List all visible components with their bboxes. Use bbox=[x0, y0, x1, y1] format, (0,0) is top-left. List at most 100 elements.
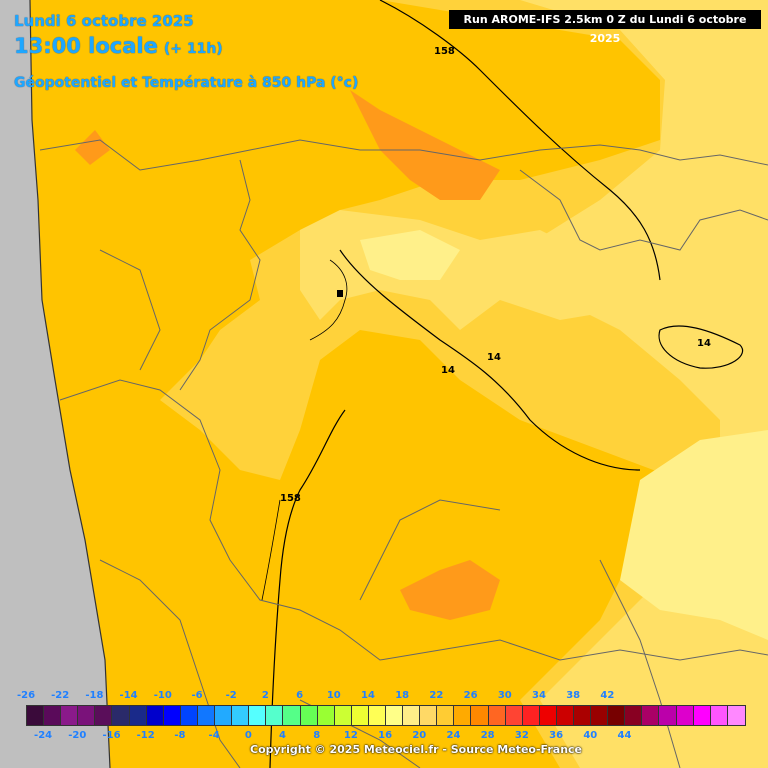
isotherm-14-right bbox=[658, 325, 744, 369]
scale-swatch bbox=[317, 706, 335, 725]
scale-tick-label: -26 bbox=[16, 690, 36, 701]
scale-tick-label: 0 bbox=[244, 730, 252, 741]
scale-swatch bbox=[283, 706, 301, 725]
scale-swatch bbox=[437, 706, 455, 725]
scale-tick-label: -10 bbox=[153, 690, 172, 701]
scale-tick-label: 24 bbox=[446, 730, 461, 741]
isotherm-label-right: 14 bbox=[697, 338, 711, 349]
copyright: Copyright © 2025 Meteociel.fr - Source M… bbox=[250, 743, 583, 756]
geopotential-label-top: 158 bbox=[434, 46, 455, 57]
scale-swatch bbox=[385, 706, 404, 725]
scale-swatch bbox=[574, 706, 592, 725]
geopotential-contour-bottom bbox=[269, 409, 346, 768]
scale-swatch bbox=[129, 706, 147, 725]
forecast-offset: (+ 11h) bbox=[163, 41, 223, 57]
scale-tick-label: -18 bbox=[85, 690, 104, 701]
scale-tick-label: -22 bbox=[51, 690, 70, 701]
temp-patch-top bbox=[350, 90, 500, 200]
scale-swatch bbox=[61, 706, 79, 725]
scale-swatch bbox=[420, 706, 438, 725]
scale-tick-label: -4 bbox=[208, 730, 220, 741]
scale-swatch bbox=[727, 706, 745, 725]
scale-tick-label: -2 bbox=[225, 690, 237, 701]
scale-tick-label: 10 bbox=[326, 690, 341, 701]
scale-swatch bbox=[539, 706, 557, 725]
admin-borders bbox=[39, 139, 768, 768]
temp-patch-left bbox=[75, 130, 110, 165]
temp-zone-16-center bbox=[360, 230, 460, 280]
scale-tick-label: 26 bbox=[463, 690, 478, 701]
scale-swatch bbox=[676, 706, 694, 725]
scale-tick-label: 38 bbox=[566, 690, 581, 701]
scale-tick-label: -6 bbox=[191, 690, 203, 701]
geopotential-label-bottom: 158 bbox=[280, 493, 301, 504]
scale-tick-label: 14 bbox=[361, 690, 375, 701]
scale-swatch bbox=[522, 706, 540, 725]
scale-swatch bbox=[266, 706, 284, 725]
scale-tick-label: 2 bbox=[261, 690, 269, 701]
scale-swatch bbox=[44, 706, 62, 725]
scale-swatch bbox=[78, 706, 96, 725]
scale-tick-label: 16 bbox=[378, 730, 393, 741]
river bbox=[309, 259, 348, 341]
scale-swatch bbox=[368, 706, 386, 725]
city-marker bbox=[337, 290, 343, 297]
scale-swatch bbox=[146, 706, 164, 725]
run-info: Run AROME-IFS 2.5km 0 Z du Lundi 6 octob… bbox=[449, 10, 761, 45]
scale-swatch bbox=[197, 706, 216, 725]
scale-tick-label: -20 bbox=[68, 730, 87, 741]
scale-tick-label: 22 bbox=[429, 690, 444, 701]
forecast-date: Lundi 6 octobre 2025 bbox=[14, 12, 194, 30]
scale-tick-label: 40 bbox=[583, 730, 598, 741]
scale-tick-label: 30 bbox=[497, 690, 512, 701]
scale-swatch bbox=[693, 706, 711, 725]
scale-swatch bbox=[454, 706, 472, 725]
isotherm-label-mid: 14 bbox=[487, 352, 501, 363]
scale-tick-label: 32 bbox=[514, 730, 529, 741]
scale-swatch bbox=[556, 706, 574, 725]
scale-swatch bbox=[710, 706, 728, 725]
scale-tick-label: 20 bbox=[412, 730, 427, 741]
scale-tick-label: 28 bbox=[480, 730, 495, 741]
ocean bbox=[0, 0, 110, 768]
scale-tick-label: 18 bbox=[395, 690, 410, 701]
scale-tick-label: 12 bbox=[343, 730, 358, 741]
scale-swatch bbox=[95, 706, 113, 725]
scale-tick-label: -14 bbox=[119, 690, 138, 701]
scale-swatch bbox=[625, 706, 643, 725]
scale-tick-label: -8 bbox=[174, 730, 186, 741]
scale-swatch bbox=[659, 706, 677, 725]
scale-tick-label: 44 bbox=[617, 730, 632, 741]
scale-swatch bbox=[488, 706, 506, 725]
isotherm-14 bbox=[339, 249, 641, 471]
scale-swatch bbox=[334, 706, 352, 725]
scale-tick-label: -16 bbox=[102, 730, 121, 741]
scale-swatch bbox=[215, 706, 233, 725]
forecast-time-text: 13:00 locale bbox=[14, 34, 158, 58]
scale-tick-label: -24 bbox=[34, 730, 53, 741]
scale-tick-label: 6 bbox=[296, 690, 304, 701]
scale-tick-label: 42 bbox=[600, 690, 615, 701]
scale-swatch bbox=[505, 706, 523, 725]
scale-swatch bbox=[403, 706, 421, 725]
scale-swatch bbox=[591, 706, 609, 725]
scale-swatch bbox=[163, 706, 181, 725]
geopotential-contour-top bbox=[379, 0, 661, 281]
scale-swatch bbox=[642, 706, 660, 725]
scale-tick-label: 36 bbox=[549, 730, 564, 741]
temp-patch-bottom bbox=[400, 560, 500, 620]
scale-swatch bbox=[351, 706, 369, 725]
scale-tick-label: 8 bbox=[313, 730, 321, 741]
scale-swatch bbox=[471, 706, 489, 725]
scale-swatch bbox=[112, 706, 130, 725]
scale-tick-label: -12 bbox=[136, 730, 155, 741]
isotherm-label-center: 14 bbox=[441, 365, 455, 376]
coastline bbox=[29, 0, 111, 768]
scale-swatch bbox=[249, 706, 267, 725]
temp-zone-18-right bbox=[620, 430, 768, 640]
scale-swatch bbox=[232, 706, 250, 725]
scale-swatch bbox=[608, 706, 626, 725]
scale-swatch bbox=[300, 706, 318, 725]
scale-swatch bbox=[27, 706, 45, 725]
